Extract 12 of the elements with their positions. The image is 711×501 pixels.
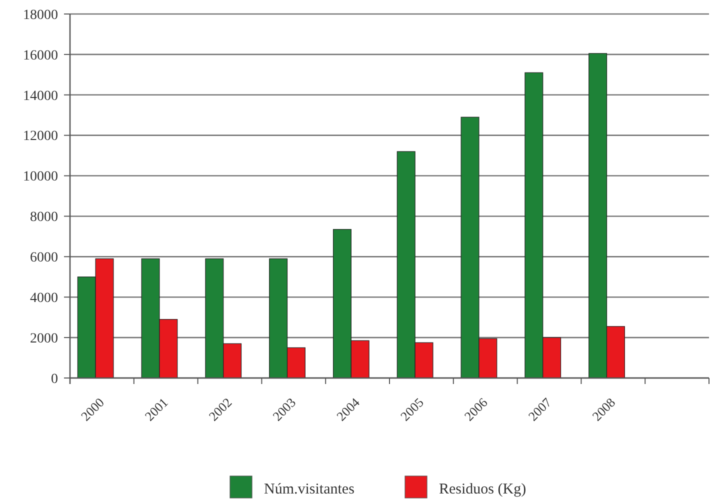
legend-label: Núm.visitantes bbox=[264, 481, 355, 498]
y-tick-label: 0 bbox=[51, 372, 58, 387]
y-tick-label: 16000 bbox=[23, 48, 58, 64]
y-tick-label: 4000 bbox=[30, 291, 58, 306]
y-tick-label: 14000 bbox=[23, 88, 58, 104]
y-tick-label: 8000 bbox=[30, 210, 58, 226]
y-tick-label: 10000 bbox=[23, 170, 58, 185]
y-tick-label: 18000 bbox=[23, 8, 58, 23]
y-tick-label: 2000 bbox=[30, 331, 58, 346]
legend-label: Residuos (Kg) bbox=[439, 481, 526, 498]
y-tick-label: 12000 bbox=[23, 129, 58, 144]
y-tick-label: 6000 bbox=[30, 250, 58, 266]
